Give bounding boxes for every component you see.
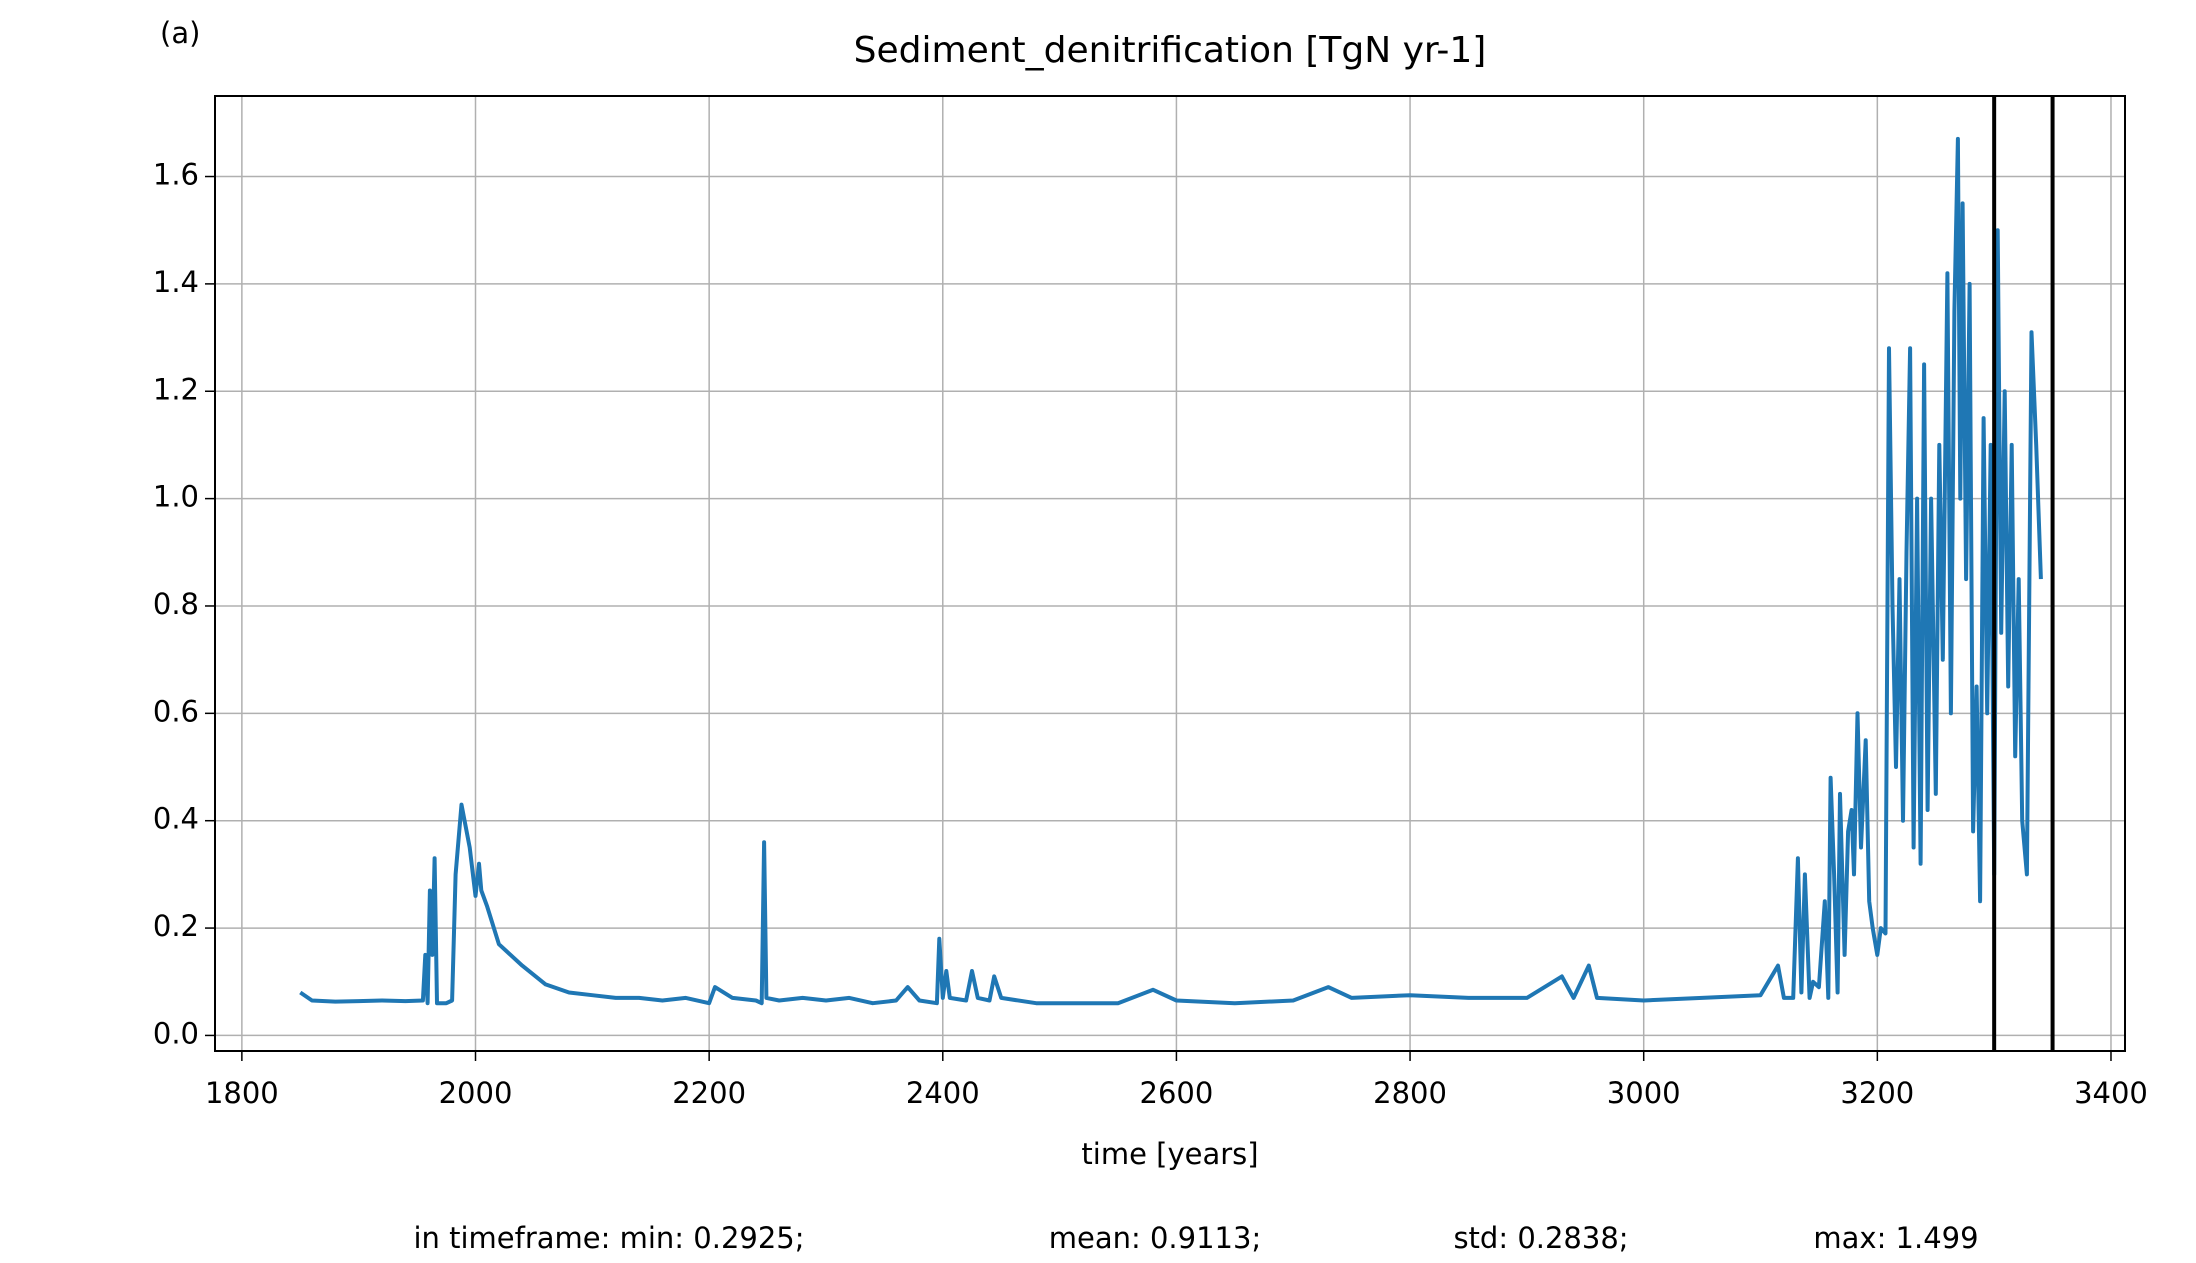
annotation: mean: 0.9113;: [1049, 1221, 1261, 1255]
y-tick-label: 0.0: [153, 1016, 199, 1050]
y-tick-label: 1.4: [153, 265, 199, 299]
x-tick-label: 3200: [1840, 1076, 1914, 1110]
y-tick-label: 1.0: [153, 480, 199, 514]
x-tick-label: 3000: [1607, 1076, 1681, 1110]
data-line: [299, 136, 2043, 1006]
annotation: max: 1.499: [1813, 1221, 1978, 1255]
annotation: in timeframe: min: 0.2925;: [413, 1221, 804, 1255]
x-axis-label: time [years]: [1081, 1137, 1258, 1171]
panel-label: (a): [160, 16, 200, 50]
y-tick-label: 0.6: [153, 694, 199, 728]
y-tick-label: 0.2: [153, 909, 199, 943]
x-tick-label: 2400: [906, 1076, 980, 1110]
chart-title: Sediment_denitrification [TgN yr-1]: [854, 30, 1487, 71]
x-tick-label: 2200: [672, 1076, 746, 1110]
plot-frame: [214, 95, 2126, 1052]
y-tick-label: 0.4: [153, 802, 199, 836]
annotation: std: 0.2838;: [1453, 1221, 1628, 1255]
x-tick-label: 3400: [2074, 1076, 2148, 1110]
x-tick-label: 2600: [1140, 1076, 1214, 1110]
y-tick-label: 1.2: [153, 372, 199, 406]
x-tick-label: 2800: [1373, 1076, 1447, 1110]
x-tick-label: 2000: [439, 1076, 513, 1110]
x-tick-label: 1800: [205, 1076, 279, 1110]
y-tick-label: 1.6: [153, 158, 199, 192]
y-tick-label: 0.8: [153, 587, 199, 621]
